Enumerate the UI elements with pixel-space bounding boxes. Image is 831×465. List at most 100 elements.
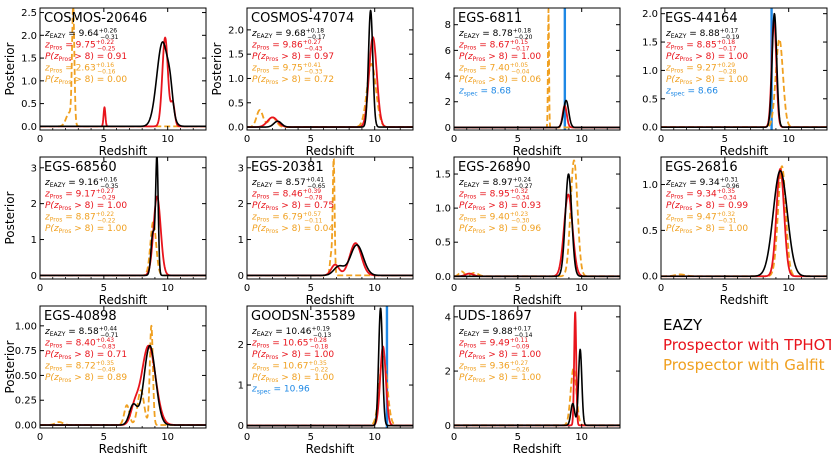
annotation-symbol: z [458,213,464,223]
axes-frame [246,7,414,131]
annotation-line: P(zPros > 8) = 0.93 [459,201,541,212]
x-tick-label: 0 [451,134,457,145]
annotation-value: = 8.67 [476,41,509,51]
annotation-symbol: P(z [252,373,266,383]
annotation-subscript: Pros [473,205,486,212]
y-tick-label: 0.75 [15,346,37,357]
x-tick-label: 0 [244,432,250,443]
y-tick-label: 1 [31,235,37,246]
x-tick-label: 0 [658,134,664,145]
annotation-value: > 8) = 1.00 [692,75,748,85]
x-tick-label: 10 [575,283,588,294]
series-eazy [247,9,413,128]
x-axis-label: Redshift [513,144,562,158]
y-tick-label: 1 [238,381,244,392]
x-tick-label: 5 [308,283,314,294]
annotation-lower-error: −0.28 [718,69,737,76]
annotation-upper-error: +0.31 [720,177,739,184]
annotation-upper-error: +0.18 [306,28,325,35]
annotation-subscript: Pros [473,354,486,361]
annotation-line: P(zPros > 8) = 0.00 [45,75,127,86]
x-tick-label: 10 [782,134,795,145]
y-axis-label: Posterior [3,191,17,244]
annotation-symbol: P(z [666,201,680,211]
series-eazy [247,307,413,427]
annotation-upper-error: +0.39 [303,188,322,195]
plot-area [454,157,620,279]
annotation-upper-error: +0.32 [510,188,529,195]
annotation-symbol: P(z [666,224,680,234]
annotation-symbol: z [665,178,671,188]
x-tick-label: 5 [308,432,314,443]
annotation-lower-error: −0.33 [304,69,323,76]
annotation-subscript: Pros [257,366,270,373]
annotation-symbol: z [458,339,464,349]
annotation-line: zPros = 2.63+0.16 −0.16 [44,62,116,76]
annotation-subscript: EAZY [671,33,687,40]
annotation-value: = 8.57 [272,178,305,188]
x-tick-label: 5 [722,134,728,145]
annotation-subscript: Pros [50,366,63,373]
plot-area [454,8,620,130]
panel-cosmos-47074: 0 5 10 0.0 0.5 1.0 1.5 2.0 Redshift Posterior COSM… [210,7,414,158]
annotation-line: zPros = 9.75+0.41 −0.33 [251,62,323,76]
x-tick-label: 10 [368,432,381,443]
annotation-symbol: P(z [252,52,266,62]
y-tick-label: 0.5 [642,94,658,105]
panel-title: EGS-20381 [251,160,324,175]
legend: EAZY Prospector with TPHOT Prospector wi… [663,316,831,374]
annotation-lower-error: −0.65 [307,183,326,190]
curves [454,159,620,278]
x-tick-label: 0 [451,283,457,294]
y-tick-label: 1.0 [21,76,37,87]
annotation-symbol: P(z [252,224,266,234]
annotation-lower-error: −0.20 [514,34,533,41]
y-axis-label: Posterior [3,42,17,95]
annotation-value: = 8.40 [62,339,96,349]
annotation-subscript: Pros [266,354,279,361]
annotation-line: zEAZY = 9.68+0.18 −0.17 [251,28,326,42]
annotation-value: = 9.17 [62,190,95,200]
annotation-lower-error: −0.17 [718,46,737,53]
annotation-value: > 8) = 0.04 [278,224,334,234]
annotation-upper-error: +0.18 [717,39,736,46]
annotation-line: zEAZY = 9.88+0.17 −0.14 [458,326,533,340]
annotation-subscript: Pros [59,228,72,235]
y-tick-label: 0.0 [21,122,37,133]
annotation-subscript: Pros [473,79,486,86]
annotation-symbol: z [251,41,257,51]
annotation-subscript: Pros [257,45,270,52]
annotation-subscript: EAZY [464,33,480,40]
annotation-value: = 9.86 [269,41,303,51]
annotation-subscript: Pros [50,194,63,201]
x-axis-label: Redshift [720,144,769,158]
annotation-symbol: z [44,41,50,51]
annotation-line: zPros = 8.46+0.39 −0.78 [251,188,323,202]
annotation-lower-error: −0.43 [304,46,323,53]
panel-egs-40898: 0 5 10 0.00 0.25 0.50 0.75 1.00 Redshift Posterio… [3,305,207,456]
annotation-upper-error: +0.44 [99,326,118,333]
annotation-line: zPros = 9.34+0.35 −0.34 [665,188,737,202]
series-eazy [247,244,413,277]
annotation-value: = 9.40 [476,213,510,223]
plot-area [661,157,827,279]
annotation-value: = 10.46 [272,327,311,337]
x-tick-label: 5 [101,432,107,443]
x-tick-label: 10 [782,283,795,294]
annotation-subscript: EAZY [257,182,273,189]
curves [661,165,827,278]
y-tick-label: 1.0 [435,204,451,215]
y-tick-label: 0.0 [228,123,244,134]
annotation-symbol: P(z [459,75,473,85]
annotation-subscript: Pros [464,45,477,52]
annotation-line: zPros = 9.86+0.27 −0.43 [251,39,323,53]
panel-egs-44164: 0 5 100.00.51.01.52.0RedshiftEGS-44164zEAZ… [642,7,828,158]
annotation-upper-error: +0.28 [308,337,327,344]
annotation-symbol: z [251,362,257,372]
annotation-line: zPros = 8.95+0.32 −0.34 [458,188,530,202]
annotation-value: = 9.49 [476,339,510,349]
axes-frame [246,305,414,429]
annotation-line: P(zPros > 8) = 1.00 [459,52,541,63]
annotation-lower-error: −0.35 [100,183,119,190]
